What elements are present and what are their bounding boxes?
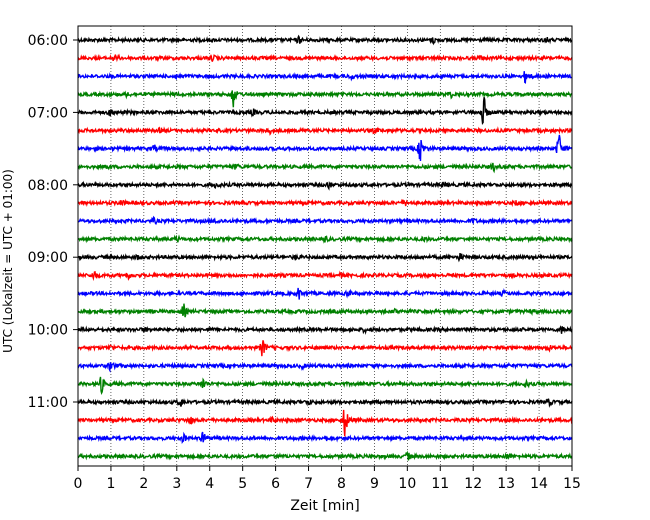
x-axis-ticks: 0 1 2 3 4 5 6 7 8 9 10 11 12 13 14 15 xyxy=(74,466,581,492)
plot-frame xyxy=(77,25,573,467)
seismic-trace xyxy=(77,361,573,373)
seismic-trace xyxy=(77,126,573,136)
seismic-trace xyxy=(77,71,573,84)
seismic-trace xyxy=(77,134,573,161)
x-tick-label: 6 xyxy=(271,476,280,492)
seismic-trace xyxy=(77,53,573,63)
seismic-trace xyxy=(77,450,573,461)
seismic-trace xyxy=(77,397,573,408)
seismic-trace xyxy=(77,252,573,263)
x-tick-label: 15 xyxy=(563,476,581,492)
x-axis-label: Zeit [min] xyxy=(290,498,359,514)
seismic-trace xyxy=(77,270,573,282)
x-tick-label: 8 xyxy=(337,476,346,492)
seismic-trace xyxy=(77,409,573,437)
x-tick-label: 11 xyxy=(431,476,449,492)
seismic-traces xyxy=(77,34,573,461)
seismic-trace xyxy=(77,431,573,444)
seismic-trace xyxy=(77,162,573,174)
y-tick-label: 06:00 xyxy=(28,33,68,49)
y-tick-label: 10:00 xyxy=(28,323,68,339)
x-tick-label: 0 xyxy=(74,476,83,492)
x-tick-label: 4 xyxy=(205,476,214,492)
seismic-trace xyxy=(77,376,573,395)
y-axis-label: UTC (Lokalzeit = UTC + 01:00) xyxy=(1,169,15,353)
x-tick-label: 7 xyxy=(304,476,313,492)
x-tick-label: 14 xyxy=(530,476,548,492)
y-tick-label: 11:00 xyxy=(28,395,68,411)
x-tick-label: 13 xyxy=(497,476,515,492)
seismic-trace xyxy=(77,34,573,46)
x-tick-label: 12 xyxy=(464,476,482,492)
y-axis-ticks: 06:00 07:00 08:00 09:00 10:00 11:00 xyxy=(28,33,78,411)
seismic-trace xyxy=(77,325,573,335)
y-tick-label: 08:00 xyxy=(28,178,68,194)
seismic-trace xyxy=(77,215,573,226)
seismic-trace xyxy=(77,234,573,244)
seismic-trace xyxy=(77,303,573,318)
seismic-trace xyxy=(77,287,573,300)
seismic-trace xyxy=(77,340,573,357)
seismic-trace xyxy=(77,198,573,208)
seismic-trace xyxy=(77,97,573,126)
x-tick-label: 3 xyxy=(172,476,181,492)
y-tick-label: 09:00 xyxy=(28,250,68,266)
grid-lines xyxy=(110,26,540,466)
x-tick-label: 2 xyxy=(139,476,148,492)
x-tick-label: 1 xyxy=(106,476,115,492)
x-tick-label: 9 xyxy=(370,476,379,492)
seismic-trace xyxy=(77,90,573,108)
x-tick-label: 5 xyxy=(238,476,247,492)
y-tick-label: 07:00 xyxy=(28,105,68,121)
x-tick-label: 10 xyxy=(398,476,416,492)
seismic-trace xyxy=(77,180,573,191)
